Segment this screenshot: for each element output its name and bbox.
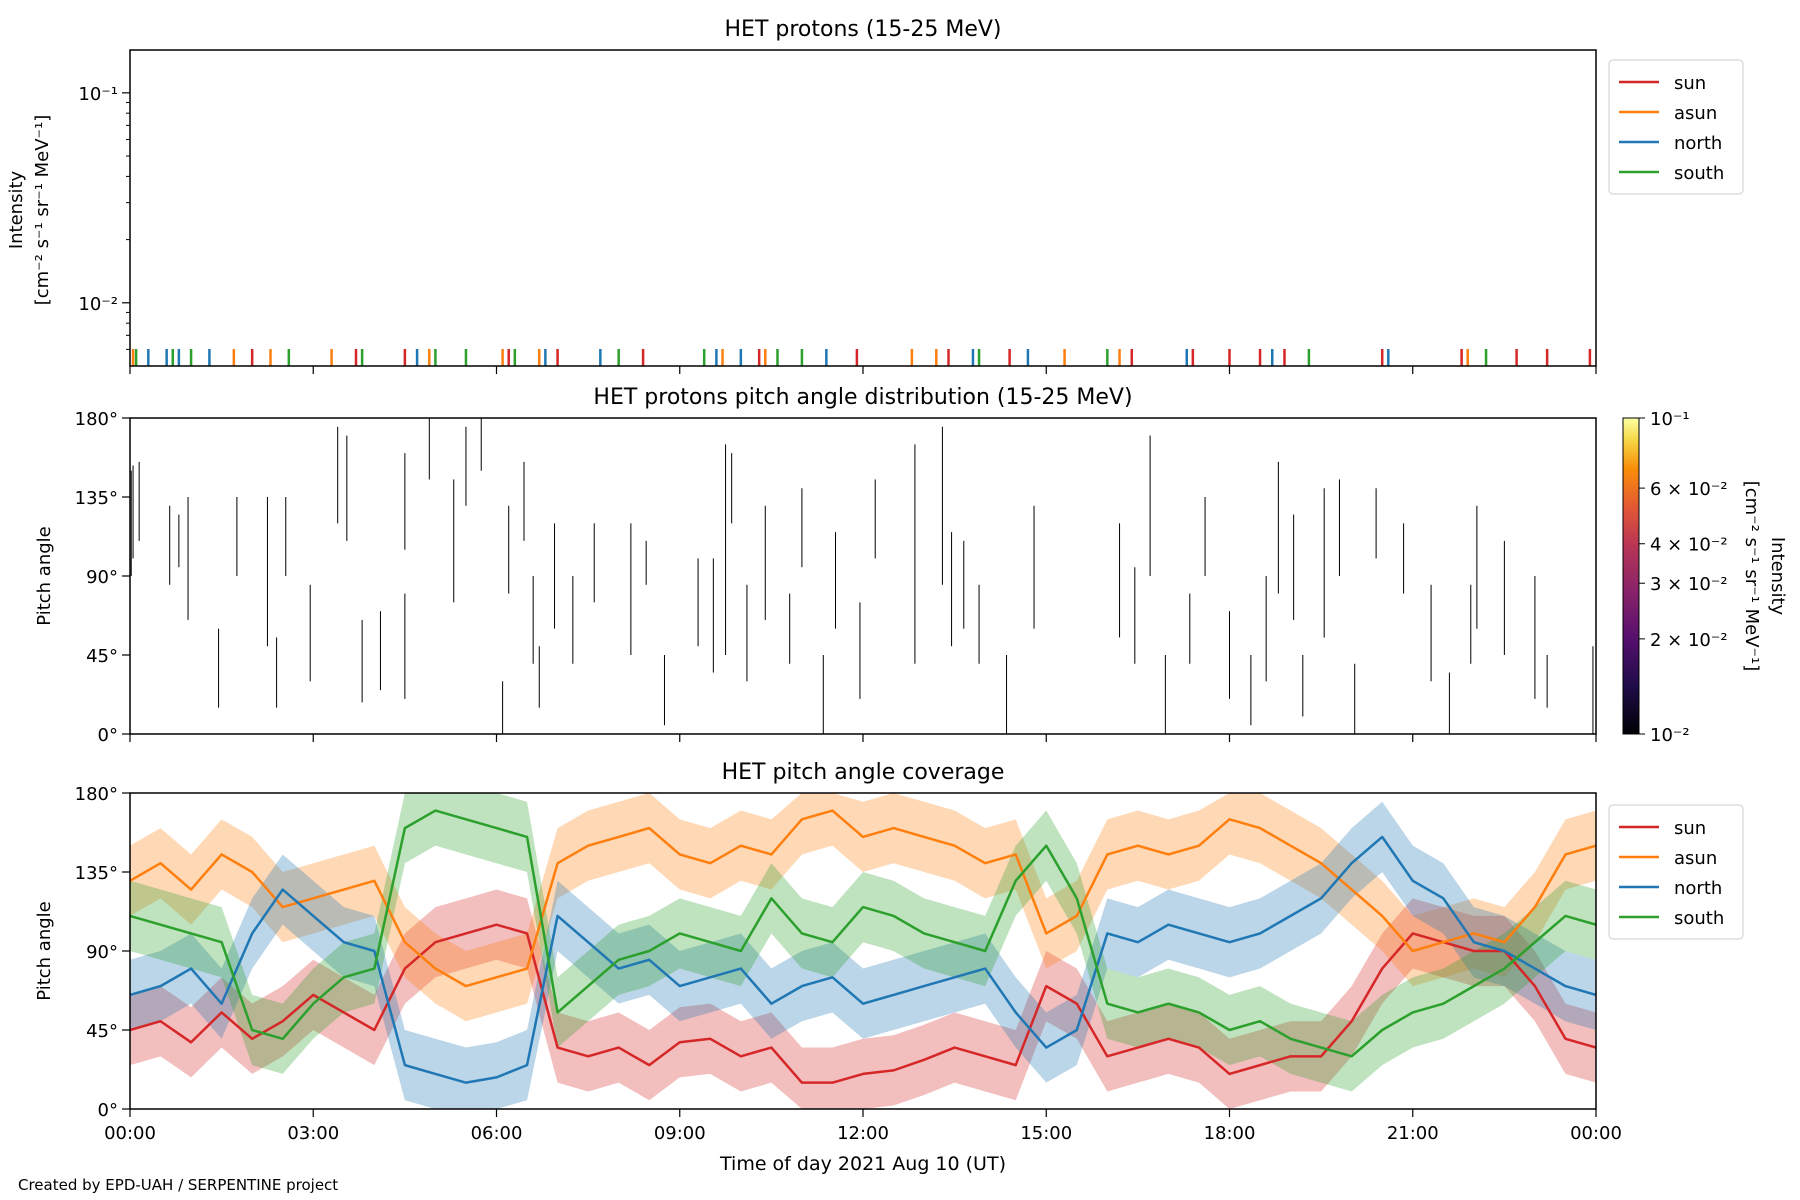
panel2-y-axis: 0° 45° 90° 135° 180°	[75, 409, 130, 746]
panel3-bands	[130, 793, 1596, 1109]
panel3-xtick-label: 18:00	[1204, 1123, 1256, 1144]
panel1-spikes	[131, 349, 1592, 366]
colorbar-tick-label: 6 × 10⁻²	[1650, 479, 1728, 500]
panel1-legend-box	[1608, 59, 1744, 195]
coverage-band-sun	[130, 889, 1596, 1109]
panel2-ytick-label: 135°	[75, 488, 118, 509]
panel3-ytick-label: 180°	[75, 784, 118, 805]
panel1-legend: sun asun north south	[1608, 59, 1744, 195]
panel-pitch-angle-distribution: HET protons pitch angle distribution (15…	[34, 385, 1788, 746]
colorbar-tick-label: 2 × 10⁻²	[1650, 630, 1728, 651]
coverage-band-south	[130, 793, 1596, 1092]
panel3-ytick-label: 90°	[86, 942, 118, 963]
panel2-ytick-label: 90°	[86, 567, 118, 588]
panel2-ylabel: Pitch angle	[34, 526, 55, 625]
panel1-legend-label-south: south	[1674, 163, 1724, 184]
panel1-legend-label-north: north	[1674, 133, 1722, 154]
panel1-ytick-label: 10⁻¹	[78, 84, 118, 105]
panel3-xtick-label: 03:00	[287, 1123, 339, 1144]
colorbar-tick-label: 4 × 10⁻²	[1650, 535, 1728, 556]
panel3-lines	[130, 809, 1596, 1084]
panel3-xtick-label: 12:00	[837, 1123, 889, 1144]
colorbar-label-line1: Intensity	[1767, 537, 1788, 616]
panel3-legend-label-asun: asun	[1674, 848, 1717, 869]
colorbar-label-line2: [cm⁻² s⁻¹ sr⁻¹ MeV⁻¹]	[1741, 481, 1762, 672]
panel-intensity: HET protons (15-25 MeV) 10⁻² 10⁻¹ Intensi…	[6, 17, 1744, 374]
panel1-ylabel-line2: [cm⁻² s⁻¹ sr⁻¹ MeV⁻¹]	[32, 115, 53, 306]
panel3-xtick-label: 06:00	[471, 1123, 523, 1144]
x-axis-label: Time of day 2021 Aug 10 (UT)	[719, 1153, 1006, 1175]
panel1-ytick-label: 10⁻²	[78, 294, 118, 315]
panel3-xtick-label: 21:00	[1387, 1123, 1439, 1144]
panel3-x-axis: 00:00 03:00 06:00 09:00 12:00 15:00 18:00 21:00…	[104, 1109, 1622, 1144]
panel3-xtick-label: 00:00	[104, 1123, 156, 1144]
panel1-legend-label-sun: sun	[1674, 73, 1706, 94]
panel3-legend-box	[1608, 804, 1744, 940]
panel3-legend: sun asun north south	[1608, 804, 1744, 940]
panel2-ytick-label: 0°	[98, 725, 118, 746]
colorbar-gradient	[1622, 417, 1640, 735]
panel3-y-axis: 0° 45° 90° 135° 180°	[75, 784, 130, 1121]
colorbar: 10⁻² 2 × 10⁻² 3 × 10⁻² 4 × 10⁻² 6 × 10⁻² 10⁻¹…	[1622, 409, 1788, 746]
panel1-x-ticks	[129, 366, 1597, 374]
panel3-xtick-label: 15:00	[1020, 1123, 1072, 1144]
panel1-frame	[129, 49, 1597, 367]
panel3-xtick-label: 09:00	[654, 1123, 706, 1144]
colorbar-tick-label: 10⁻²	[1650, 725, 1690, 746]
panel2-ytick-label: 45°	[86, 646, 118, 667]
coverage-line-asun	[130, 809, 1596, 988]
credit-text: Created by EPD-UAH / SERPENTINE project	[18, 1176, 339, 1194]
panel1-y-axis: 10⁻² 10⁻¹	[78, 84, 130, 350]
colorbar-tick-label: 3 × 10⁻²	[1650, 574, 1728, 595]
coverage-band-asun	[130, 793, 1596, 1022]
panel3-ytick-label: 0°	[98, 1100, 118, 1121]
colorbar-tick-label: 10⁻¹	[1650, 409, 1690, 430]
coverage-line-north	[130, 835, 1596, 1084]
panel3-xtick-label: 00:00	[1570, 1123, 1622, 1144]
panel3-ytick-label: 45°	[86, 1021, 118, 1042]
panel3-legend-label-sun: sun	[1674, 818, 1706, 839]
panel-pitch-angle-coverage: HET pitch angle coverage 0° 45° 90° 135° 180…	[34, 760, 1744, 1175]
panel3-ylabel: Pitch angle	[34, 901, 55, 1000]
panel1-ylabel-line1: Intensity	[6, 170, 27, 249]
panel2-frame	[129, 417, 1597, 735]
panel1-legend-label-asun: asun	[1674, 103, 1717, 124]
coverage-line-sun	[130, 923, 1596, 1084]
panel2-segments	[130, 418, 1594, 734]
panel3-legend-label-south: south	[1674, 908, 1724, 929]
panel3-ytick-label: 135°	[75, 863, 118, 884]
colorbar-ticks: 10⁻² 2 × 10⁻² 3 × 10⁻² 4 × 10⁻² 6 × 10⁻² 10⁻¹	[1639, 409, 1728, 746]
panel2-x-ticks	[129, 734, 1597, 742]
panel2-title: HET protons pitch angle distribution (15…	[593, 385, 1132, 410]
panel1-title: HET protons (15-25 MeV)	[725, 17, 1002, 42]
coverage-line-south	[130, 809, 1596, 1058]
panel3-title: HET pitch angle coverage	[722, 760, 1005, 785]
panel3-legend-label-north: north	[1674, 878, 1722, 899]
panel2-ytick-label: 180°	[75, 409, 118, 430]
